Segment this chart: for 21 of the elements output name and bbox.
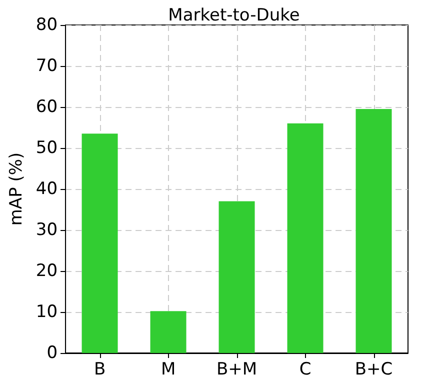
y-tick-label: 80 (36, 15, 58, 35)
y-tick-label: 40 (36, 179, 58, 199)
chart-title: Market-to-Duke (168, 6, 300, 26)
y-tick-label: 50 (36, 138, 58, 158)
x-tick-label: B (94, 360, 106, 380)
y-tick-label: 20 (36, 261, 58, 281)
bar (356, 109, 392, 353)
y-tick-label: 30 (36, 220, 58, 240)
x-tick-label: C (299, 360, 312, 380)
bar (287, 123, 324, 353)
x-tick-label: B+C (354, 360, 393, 380)
bar (150, 311, 186, 353)
bar (218, 201, 255, 353)
y-axis-title: mAP (%) (6, 152, 26, 226)
y-tick-label: 10 (36, 302, 58, 322)
y-tick-label: 60 (36, 97, 58, 117)
y-tick-label: 0 (46, 343, 58, 363)
x-tick-label: B+M (216, 360, 258, 380)
bar (82, 134, 118, 353)
y-tick-label: 70 (36, 56, 58, 76)
x-tick-label: M (160, 360, 176, 380)
